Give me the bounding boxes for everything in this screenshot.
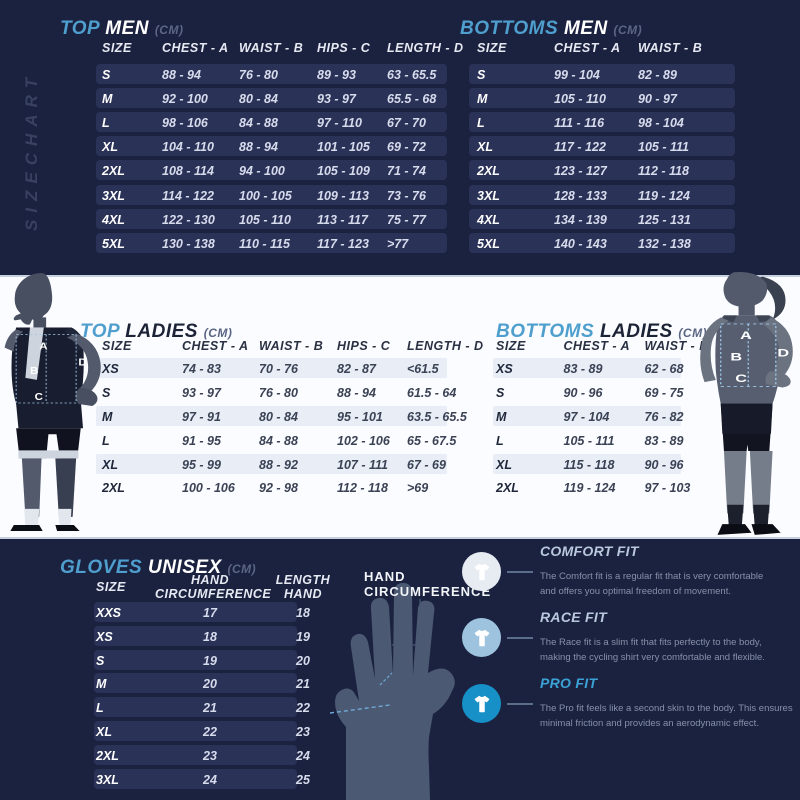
svg-text:B: B — [730, 351, 742, 363]
svg-text:D: D — [78, 357, 87, 368]
svg-text:A: A — [740, 330, 752, 342]
svg-text:D: D — [777, 347, 789, 359]
svg-text:B: B — [30, 365, 39, 376]
svg-text:C: C — [35, 392, 44, 403]
svg-text:C: C — [735, 373, 747, 385]
svg-text:A: A — [39, 341, 48, 352]
